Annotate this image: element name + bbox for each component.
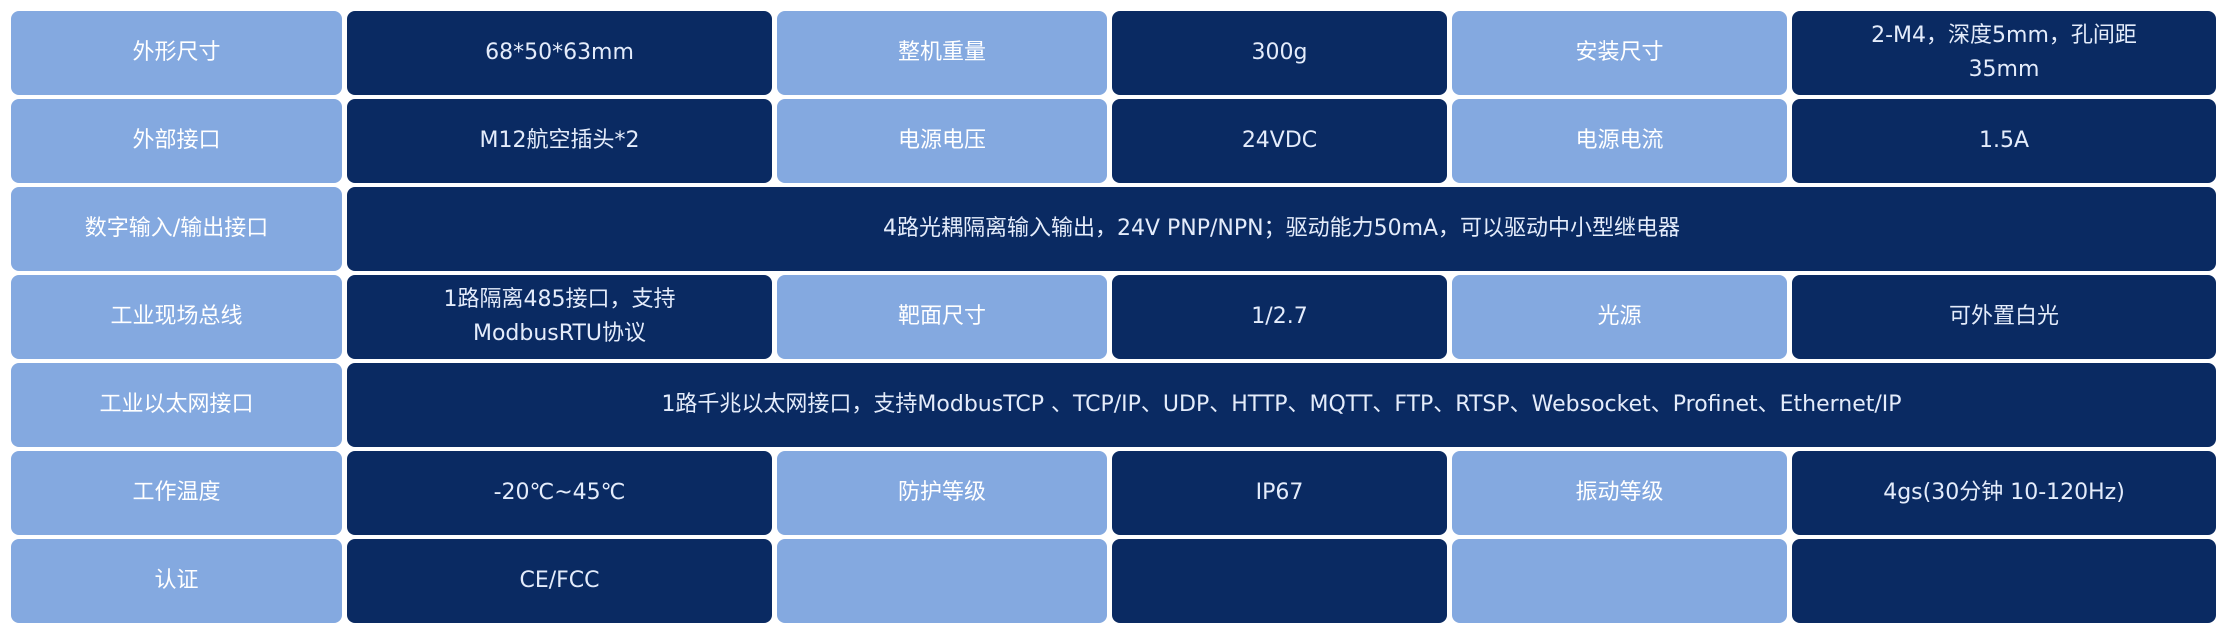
spec-value: 300g <box>1112 11 1447 95</box>
empty-value-cell <box>1792 539 2216 623</box>
spec-label: 电源电流 <box>1452 99 1787 183</box>
spec-value: -20℃~45℃ <box>347 451 772 535</box>
spec-value: 1路千兆以太网接口，支持ModbusTCP 、TCP/IP、UDP、HTTP、M… <box>347 363 2216 447</box>
spec-label: 靶面尺寸 <box>777 275 1107 359</box>
spec-label: 外部接口 <box>11 99 342 183</box>
spec-value: 68*50*63mm <box>347 11 772 95</box>
spec-value: 4gs(30分钟 10-120Hz) <box>1792 451 2216 535</box>
empty-label-cell <box>1452 539 1787 623</box>
spec-value: 24VDC <box>1112 99 1447 183</box>
spec-value: 1路隔离485接口，支持ModbusRTU协议 <box>347 275 772 359</box>
spec-table: 外形尺寸 68*50*63mm 整机重量 300g 安装尺寸 2-M4，深度5m… <box>11 11 2216 623</box>
spec-label: 电源电压 <box>777 99 1107 183</box>
spec-value: 1.5A <box>1792 99 2216 183</box>
spec-label: 振动等级 <box>1452 451 1787 535</box>
spec-label: 整机重量 <box>777 11 1107 95</box>
spec-value: M12航空插头*2 <box>347 99 772 183</box>
spec-label: 外形尺寸 <box>11 11 342 95</box>
spec-label: 数字输入/输出接口 <box>11 187 342 271</box>
spec-value: 4路光耦隔离输入输出，24V PNP/NPN；驱动能力50mA，可以驱动中小型继… <box>347 187 2216 271</box>
spec-label: 工作温度 <box>11 451 342 535</box>
spec-value: 1/2.7 <box>1112 275 1447 359</box>
spec-label: 安装尺寸 <box>1452 11 1787 95</box>
spec-value: CE/FCC <box>347 539 772 623</box>
spec-label: 光源 <box>1452 275 1787 359</box>
spec-value: IP67 <box>1112 451 1447 535</box>
spec-value: 2-M4，深度5mm，孔间距35mm <box>1792 11 2216 95</box>
spec-label: 工业以太网接口 <box>11 363 342 447</box>
spec-label: 工业现场总线 <box>11 275 342 359</box>
spec-label: 防护等级 <box>777 451 1107 535</box>
spec-value: 可外置白光 <box>1792 275 2216 359</box>
empty-label-cell <box>777 539 1107 623</box>
spec-label: 认证 <box>11 539 342 623</box>
empty-value-cell <box>1112 539 1447 623</box>
